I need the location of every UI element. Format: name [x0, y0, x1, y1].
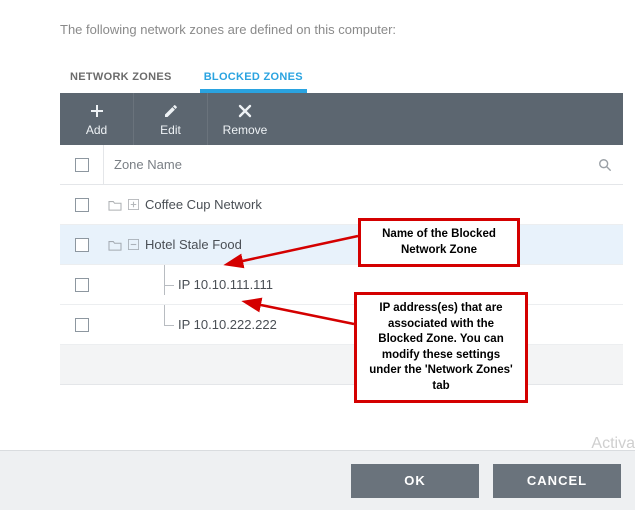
tab-blocked-zones[interactable]: BLOCKED ZONES [200, 65, 307, 93]
ok-button[interactable]: OK [351, 464, 479, 498]
edit-label: Edit [160, 123, 181, 137]
add-label: Add [86, 123, 107, 137]
row-checkbox[interactable] [75, 198, 89, 212]
footer: OK CANCEL [0, 450, 635, 510]
zone-name: Coffee Cup Network [145, 197, 262, 212]
zone-name: Hotel Stale Food [145, 237, 242, 252]
cancel-button[interactable]: CANCEL [493, 464, 621, 498]
add-button[interactable]: Add [60, 93, 134, 145]
toolbar: Add Edit Remove [60, 93, 623, 145]
tab-network-zones[interactable]: NETWORK ZONES [66, 65, 176, 93]
folder-icon [108, 199, 122, 211]
search-icon [598, 158, 612, 172]
expand-plus-icon[interactable] [128, 199, 139, 210]
remove-button[interactable]: Remove [208, 93, 282, 145]
select-all-checkbox[interactable] [75, 158, 89, 172]
callout-ip: IP address(es) that are associated with … [354, 292, 528, 403]
row-checkbox[interactable] [75, 318, 89, 332]
select-all-cell[interactable] [60, 145, 104, 184]
remove-label: Remove [223, 123, 268, 137]
edit-button[interactable]: Edit [134, 93, 208, 145]
empty-row [60, 345, 623, 385]
table-body: Coffee Cup Network Hotel Stale Food IP 1… [60, 185, 623, 385]
ip-label: IP 10.10.111.111 [178, 277, 273, 292]
tree-branch-icon [158, 315, 172, 335]
tabs: NETWORK ZONES BLOCKED ZONES [60, 65, 623, 93]
arrow-icon [250, 300, 360, 330]
intro-text: The following network zones are defined … [60, 22, 623, 37]
table-header: Zone Name [60, 145, 623, 185]
table-row[interactable]: Coffee Cup Network [60, 185, 623, 225]
plus-icon [89, 103, 105, 119]
search-button[interactable] [587, 158, 623, 172]
folder-icon [108, 239, 122, 251]
pencil-icon [163, 103, 179, 119]
tree-branch-icon [158, 275, 172, 295]
row-checkbox[interactable] [75, 238, 89, 252]
row-checkbox[interactable] [75, 278, 89, 292]
callout-zone-name: Name of the Blocked Network Zone [358, 218, 520, 267]
column-zone-name[interactable]: Zone Name [104, 157, 587, 172]
arrow-icon [232, 232, 362, 272]
remove-icon [237, 103, 253, 119]
expand-minus-icon[interactable] [128, 239, 139, 250]
